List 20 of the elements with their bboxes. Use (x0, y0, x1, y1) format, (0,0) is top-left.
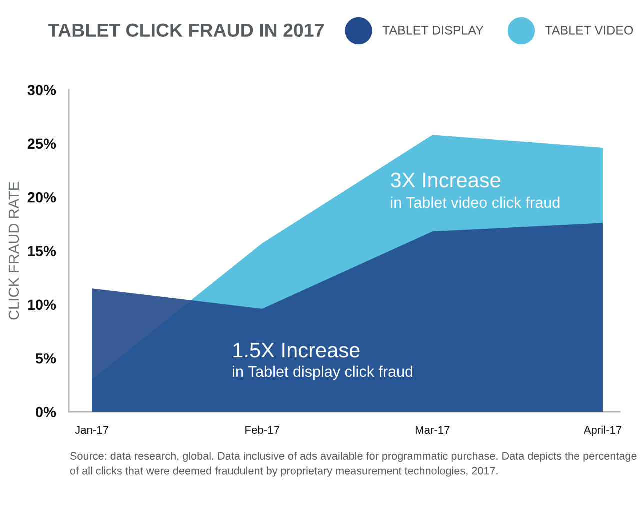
x-tick-label: April-17 (584, 426, 622, 436)
y-tick-label: 15% (28, 246, 56, 256)
chart-title: TABLET CLICK FRAUD IN 2017 (48, 24, 324, 38)
source-note: Source: data research, global. Data inclusive of ads available for programmatic purchase. Data depicts the percentage of all clicks that were deemed fraudulent by proprietary measurement technologies, 2017. (70, 452, 637, 477)
legend-label: TABLET VIDEO (545, 26, 634, 35)
annotation: 1.5X Increase (234, 343, 360, 358)
y-tick-label: 10% (28, 300, 56, 310)
y-tick-label: 20% (28, 192, 56, 203)
y-tick-label: 0% (36, 407, 56, 418)
y-tick-label: 5% (36, 353, 56, 364)
y-tick-label: 30% (28, 85, 56, 96)
annotation: 3X Increase (391, 172, 500, 188)
x-tick-label: Mar-17 (416, 426, 450, 434)
annotation: in Tablet display click fraud (233, 366, 413, 380)
x-tick-label: Jan-17 (75, 426, 108, 434)
y-tick-label: 25% (28, 138, 56, 150)
x-tick-label: Feb-17 (246, 426, 280, 434)
y-axis-title: CLICK FRAUD RATE (8, 182, 20, 320)
annotation: in Tablet video click fraud (391, 196, 560, 208)
legend-label: TABLET DISPLAY (382, 26, 484, 35)
